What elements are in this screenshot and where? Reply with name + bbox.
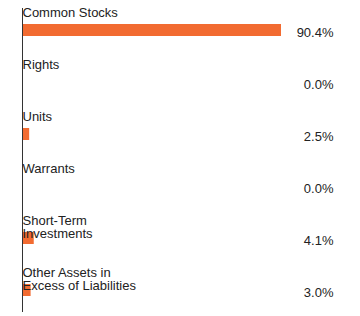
svg-text:4.1%: 4.1% bbox=[304, 233, 334, 248]
svg-text:0.0%: 0.0% bbox=[304, 77, 334, 92]
svg-text:Other Assets inExcess of Liabi: Other Assets inExcess of Liabilities bbox=[23, 265, 137, 293]
svg-text:Short-TermInvestments: Short-TermInvestments bbox=[23, 213, 94, 241]
svg-text:0.0%: 0.0% bbox=[304, 181, 334, 196]
svg-text:Units: Units bbox=[23, 109, 53, 124]
svg-text:2.5%: 2.5% bbox=[304, 129, 334, 144]
svg-text:Rights: Rights bbox=[23, 57, 60, 72]
svg-text:Common Stocks: Common Stocks bbox=[23, 5, 119, 20]
svg-text:Warrants: Warrants bbox=[23, 161, 76, 176]
svg-text:90.4%: 90.4% bbox=[297, 25, 334, 40]
svg-text:3.0%: 3.0% bbox=[304, 285, 334, 300]
